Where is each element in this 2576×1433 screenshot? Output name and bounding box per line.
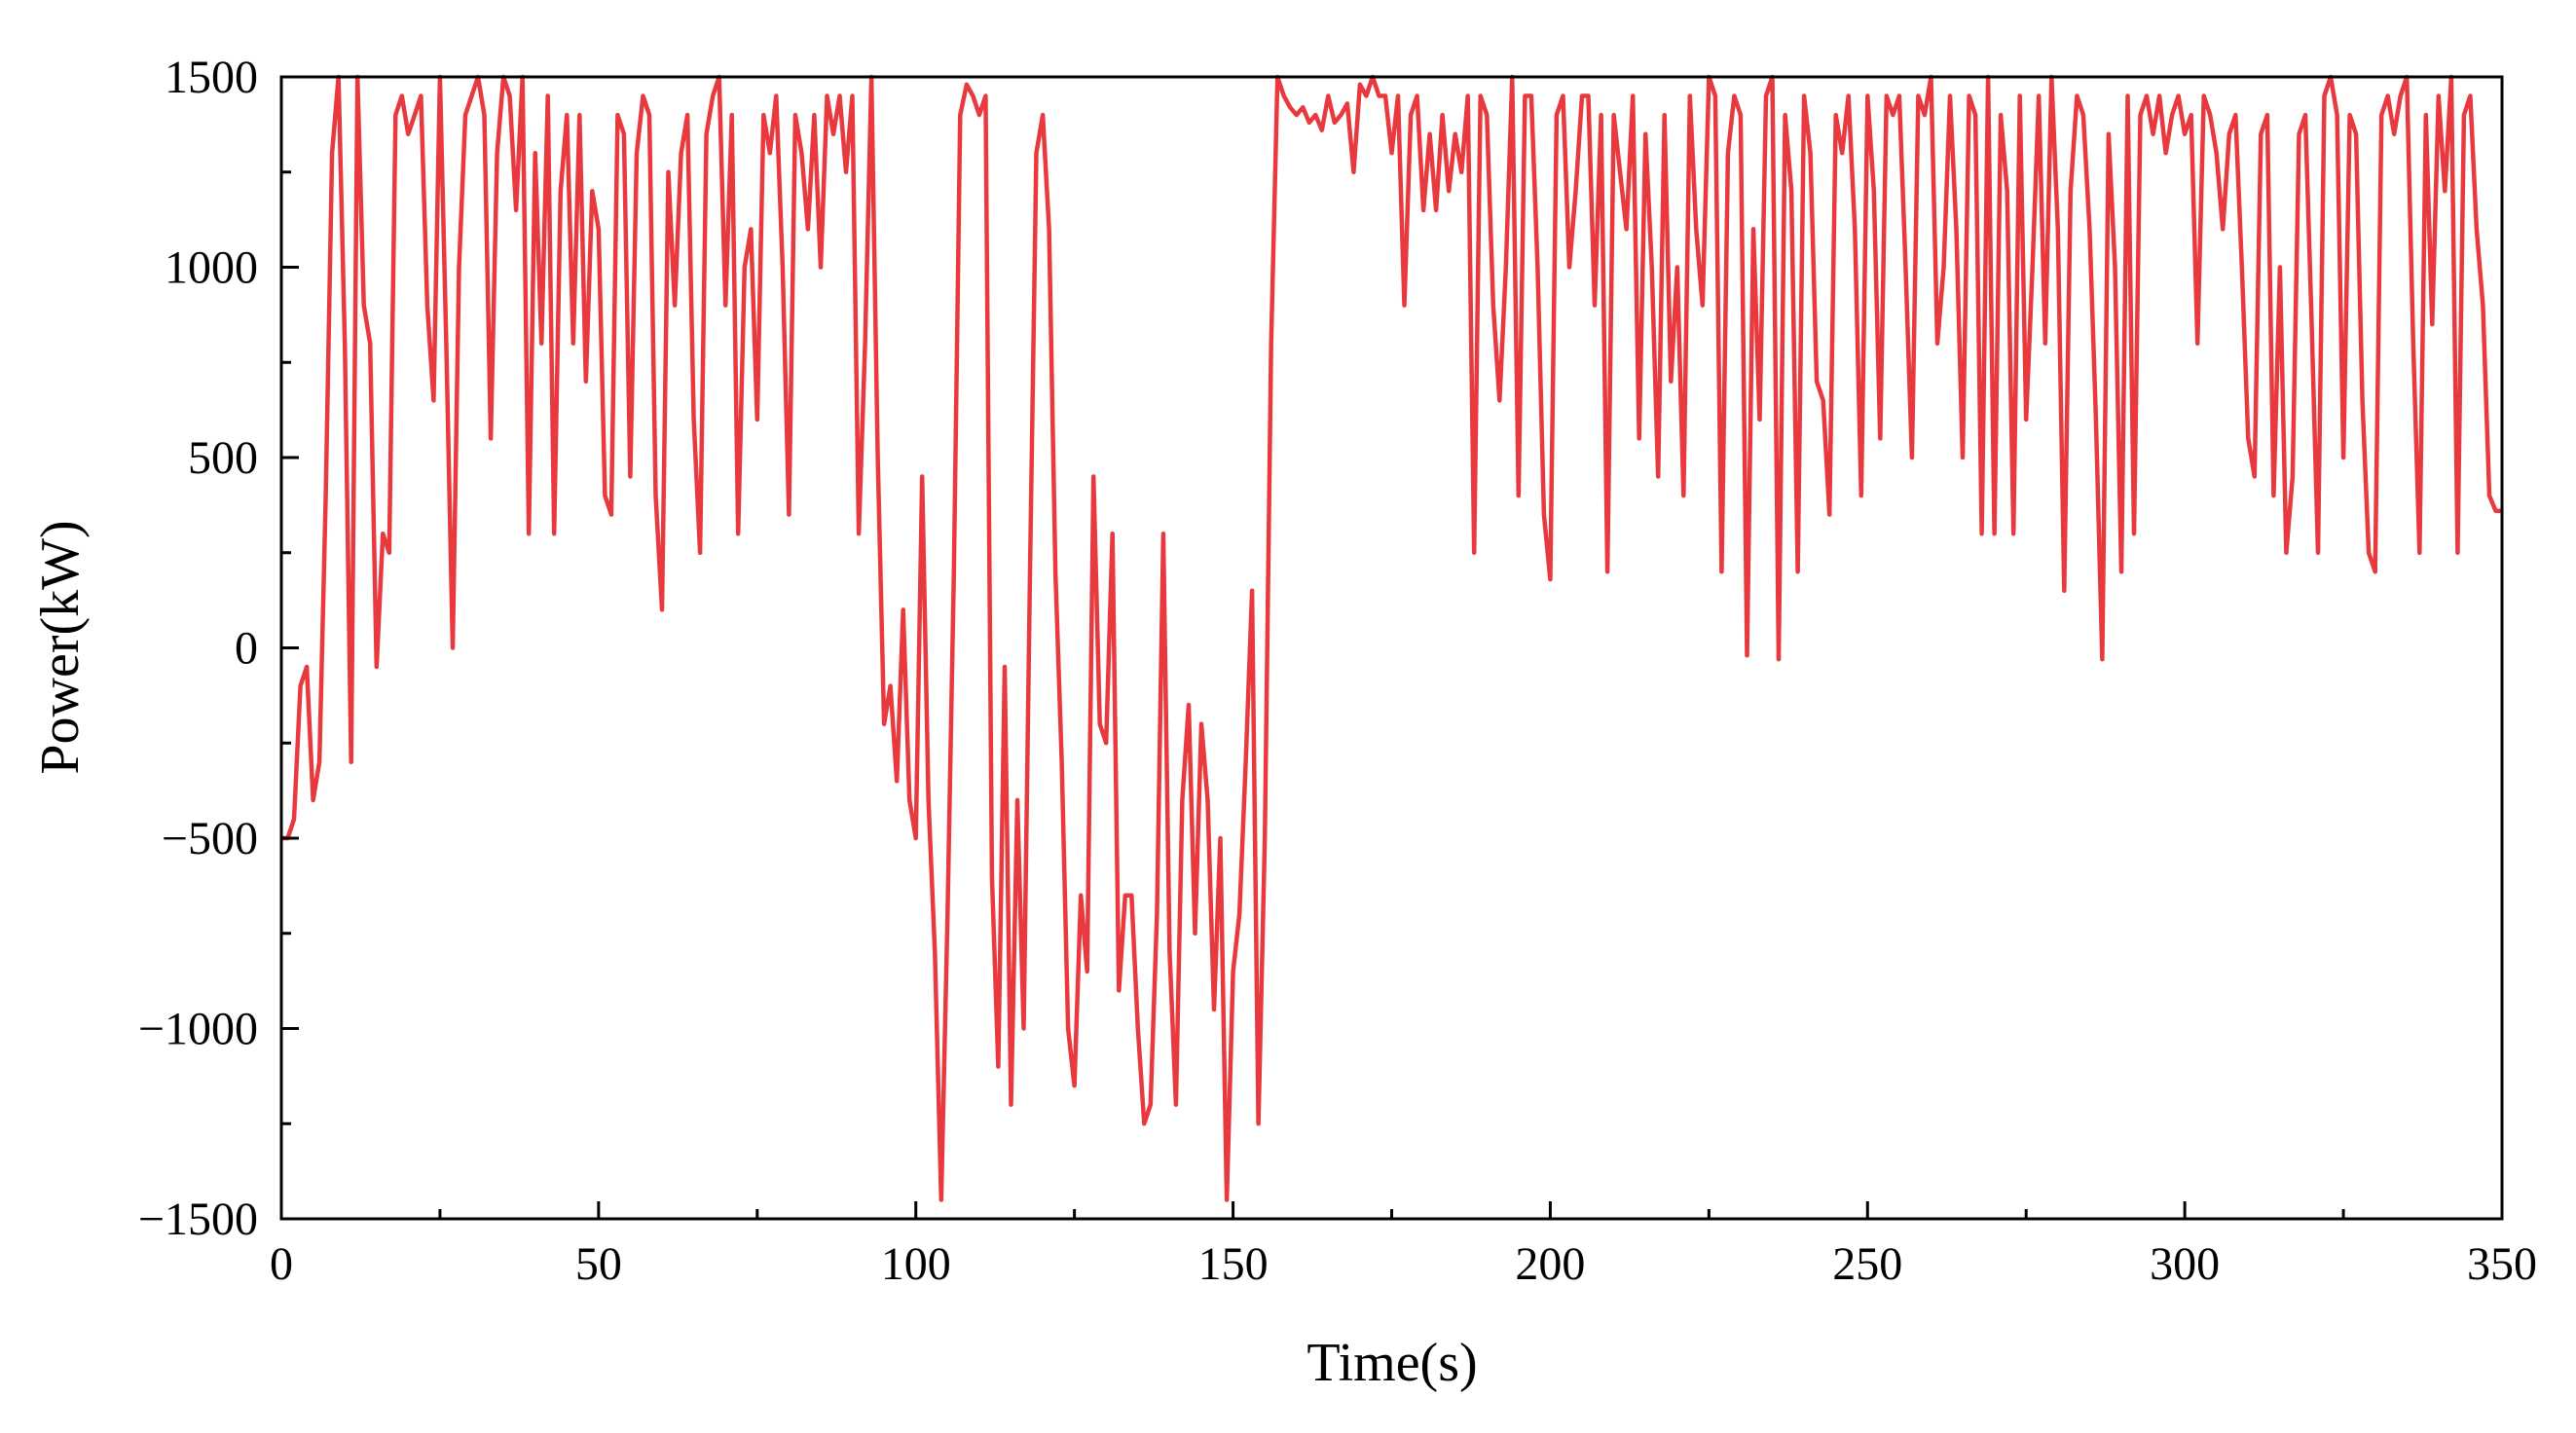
y-tick-label: 1500: [165, 52, 258, 103]
y-tick-label: −1500: [138, 1194, 258, 1245]
x-tick-label: 350: [2467, 1238, 2537, 1290]
x-tick-label: 150: [1198, 1238, 1269, 1290]
y-axis-label: Power(kW): [30, 520, 91, 774]
y-tick-label: 500: [188, 432, 258, 484]
y-tick-label: −1000: [138, 1004, 258, 1055]
x-tick-label: 50: [575, 1238, 622, 1290]
y-tick-label: 0: [235, 623, 258, 675]
y-tick-label: 1000: [165, 242, 258, 294]
data-line: [281, 74, 2502, 1202]
x-axis-label: Time(s): [1306, 1333, 1477, 1393]
x-tick-label: 0: [270, 1238, 293, 1290]
x-tick-label: 250: [1832, 1238, 1902, 1290]
x-tick-label: 300: [2150, 1238, 2220, 1290]
x-tick-label: 200: [1515, 1238, 1585, 1290]
y-tick-label: −500: [162, 813, 258, 864]
x-tick-label: 100: [881, 1238, 951, 1290]
